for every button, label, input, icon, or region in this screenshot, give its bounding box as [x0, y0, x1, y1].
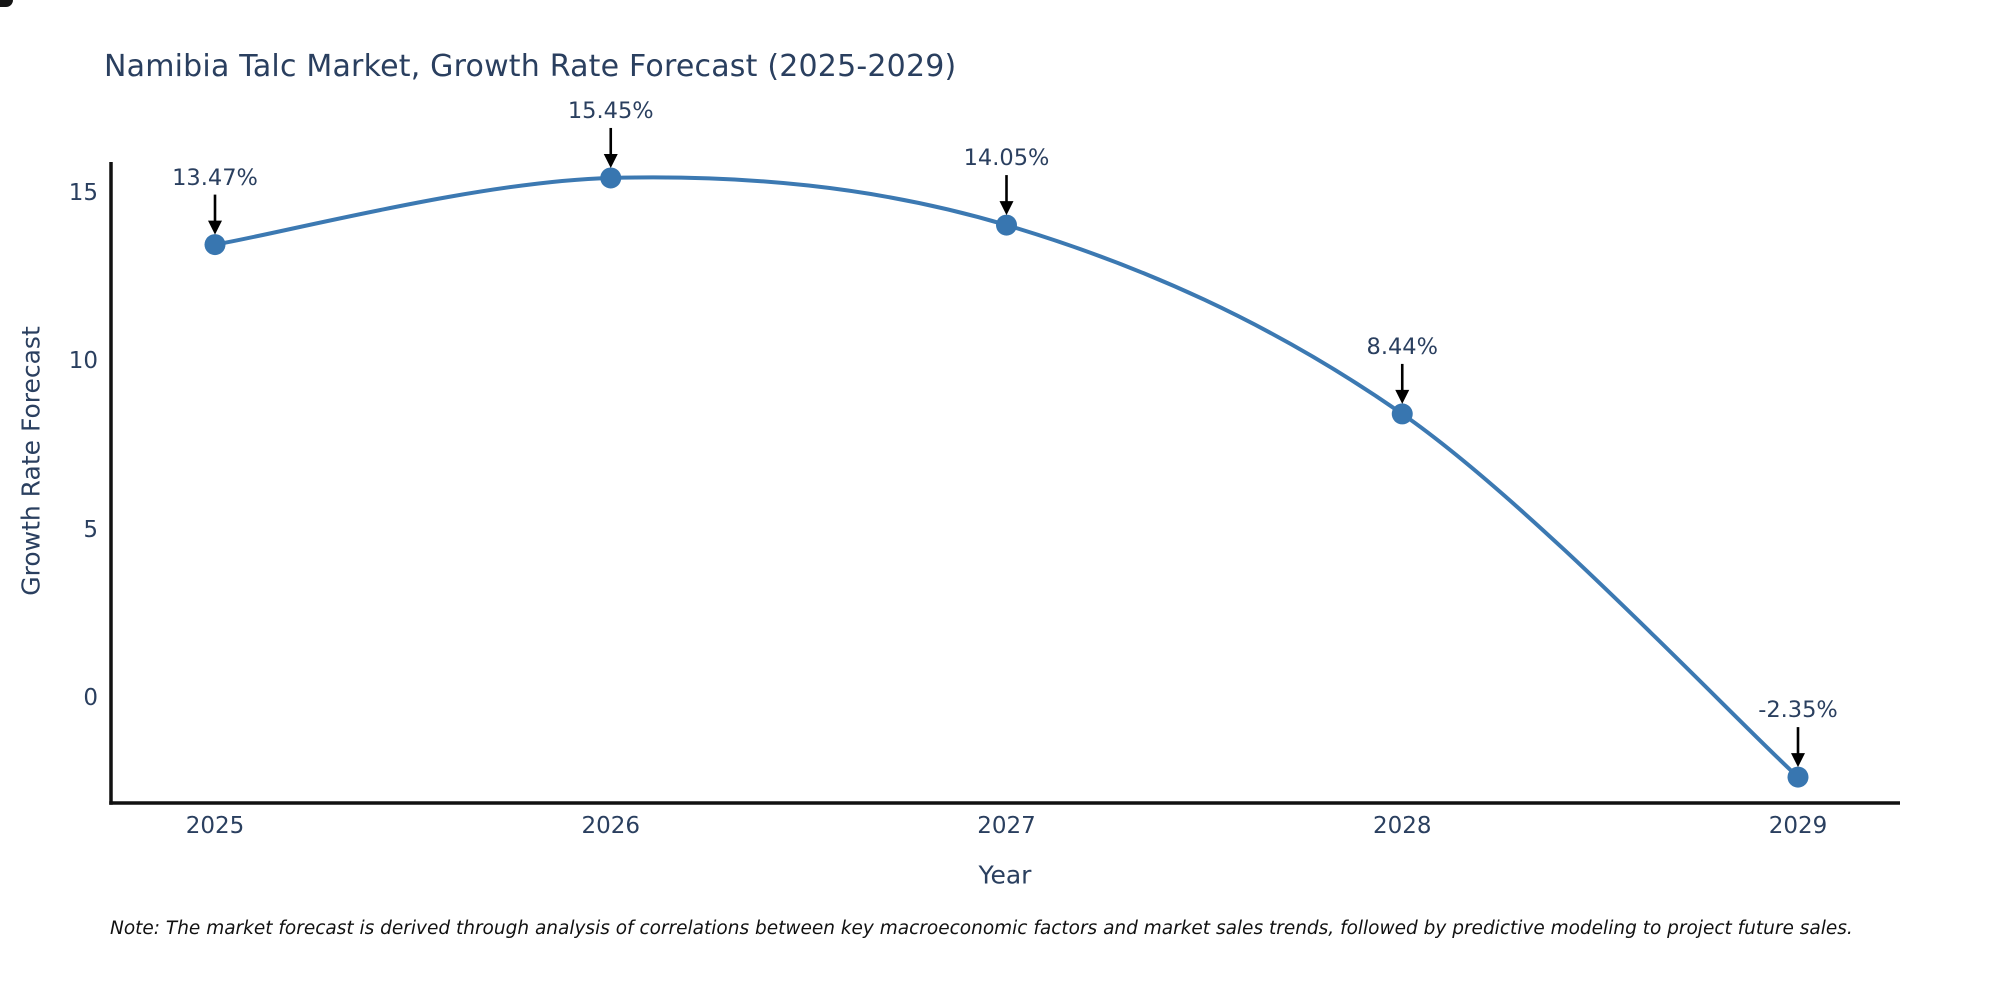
- point-value-label-2026: 15.45%: [567, 97, 654, 124]
- point-value-label-2027: 14.05%: [963, 145, 1050, 172]
- point-value-label-2025: 13.47%: [172, 164, 258, 191]
- annotation-arrow-head: [1395, 389, 1410, 404]
- annotation-arrow-head: [208, 220, 222, 235]
- y-axis-title: Growth Rate Forecast: [16, 326, 46, 596]
- x-tick-label-2028: 2028: [1372, 813, 1432, 839]
- data-point-marker-2026[interactable]: [600, 167, 622, 189]
- screen-corner-artifact: [0, 0, 13, 7]
- y-tick-label-10: 10: [68, 348, 98, 375]
- x-axis-title: Year: [978, 860, 1032, 890]
- data-point-marker-2027[interactable]: [996, 214, 1017, 236]
- annotation-arrow-head: [1791, 753, 1805, 768]
- chart-title: Namibia Talc Market, Growth Rate Forecas…: [104, 49, 957, 84]
- data-point-marker-2025[interactable]: [204, 234, 226, 256]
- annotation-arrow-head: [603, 153, 618, 168]
- data-point-marker-2029[interactable]: [1787, 766, 1809, 788]
- data-point-marker-2028[interactable]: [1391, 403, 1413, 425]
- x-tick-label-2027: 2027: [977, 813, 1036, 839]
- point-value-label-2029: -2.35%: [1758, 697, 1838, 724]
- x-tick-label-2025: 2025: [185, 813, 245, 839]
- point-value-label-2028: 8.44%: [1366, 333, 1438, 360]
- footnote: Note: The market forecast is derived thr…: [110, 918, 1853, 939]
- y-tick-label-15: 15: [68, 180, 98, 207]
- x-tick-label-2029: 2029: [1768, 813, 1828, 839]
- forecast-line: [213, 175, 1800, 780]
- x-tick-label-2026: 2026: [581, 813, 641, 839]
- y-tick-label-0: 0: [83, 685, 98, 711]
- y-tick-label-5: 5: [83, 516, 98, 543]
- annotation-arrow-head: [999, 201, 1014, 216]
